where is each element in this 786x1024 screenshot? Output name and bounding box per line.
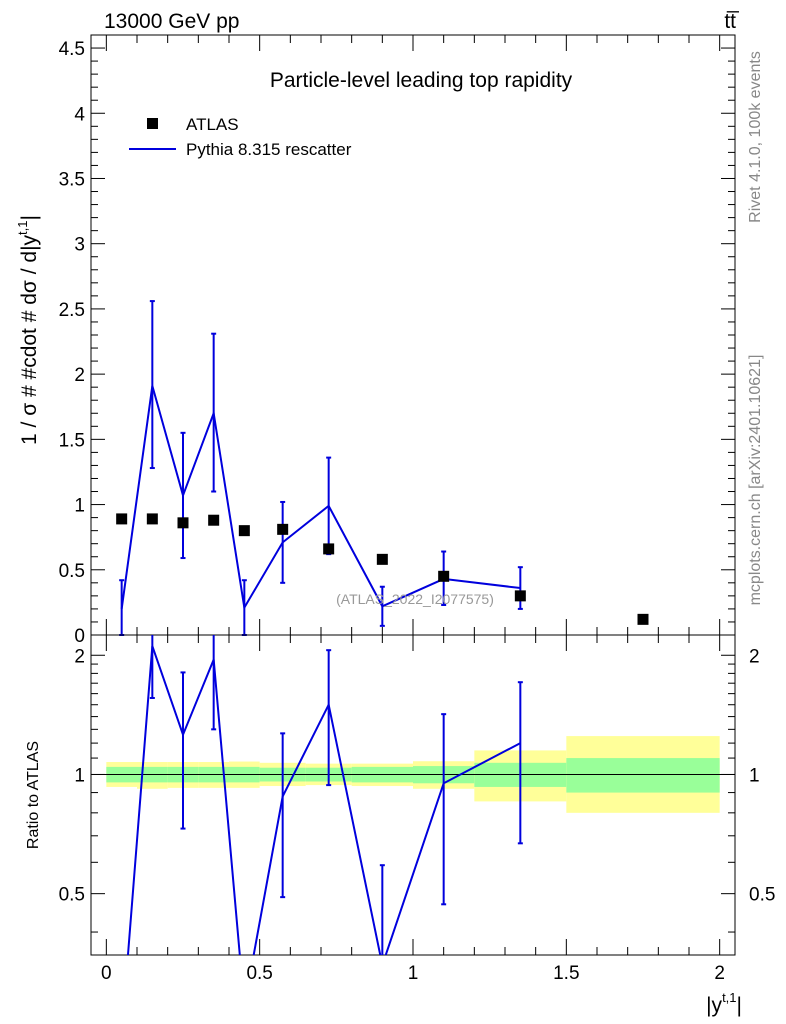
ratio-y-tick-label-right: 2 xyxy=(749,646,760,667)
main-y-label-sup: t,1 xyxy=(15,221,30,235)
svg-text:|yt,1|: |yt,1| xyxy=(706,990,742,1017)
x-label-sup: t,1 xyxy=(722,990,736,1005)
ratio-series-line xyxy=(126,645,521,955)
atlas-data-point xyxy=(238,525,250,537)
atlas-data-point xyxy=(177,517,189,529)
main-y-tick-label: 0.5 xyxy=(59,561,85,582)
ratio-y-tick-label-right: 1 xyxy=(749,765,760,786)
legend: ATLAS Pythia 8.315 rescatter xyxy=(129,115,352,159)
atlas-data-point xyxy=(146,513,158,525)
ratio-inner-band xyxy=(566,758,720,793)
ratio-y-tick-label-left: 0.5 xyxy=(59,885,85,906)
legend-atlas-marker xyxy=(147,118,158,129)
atlas-data-point xyxy=(208,514,220,526)
main-series-group xyxy=(116,300,649,636)
rivet-version-label: Rivet 4.1.0, 100k events xyxy=(747,51,764,223)
pythia-series-line xyxy=(120,385,521,611)
ratio-y-axis: 0.5 0.5 1 1 2 2 xyxy=(59,646,775,933)
mcplots-source-label: mcplots.cern.ch [arXiv:2401.10621] xyxy=(747,355,764,606)
ratio-series-clipped xyxy=(126,635,523,955)
ratio-x-tick-label: 0 xyxy=(101,963,112,984)
ratio-x-tick-label: 2 xyxy=(714,963,725,984)
ratio-y-axis-label: Ratio to ATLAS xyxy=(25,741,42,849)
main-y-tick-label: 1 xyxy=(74,496,85,517)
header-process-label: tt̅ xyxy=(724,10,740,33)
svg-text:1 / σ # #cdot # dσ / d|yt,1|: 1 / σ # #cdot # dσ / d|yt,1| xyxy=(15,215,41,445)
x-axis-label: |yt,1| xyxy=(706,990,742,1017)
ratio-series-group xyxy=(126,635,523,955)
ratio-x-tick-label: 0.5 xyxy=(246,963,272,984)
analysis-watermark: (ATLAS_2022_I2077575) xyxy=(336,591,494,607)
ratio-y-tick-label-left: 2 xyxy=(74,646,85,667)
main-y-tick-label: 2 xyxy=(74,365,85,386)
atlas-data-point xyxy=(637,613,649,625)
main-x-axis-ticks xyxy=(105,35,721,635)
main-y-axis-label: 1 / σ # #cdot # dσ / d|yt,1| xyxy=(15,215,41,445)
ratio-y-tick-label-right: 0.5 xyxy=(749,885,775,906)
main-y-tick-label: 3 xyxy=(74,235,85,256)
atlas-data-point xyxy=(376,553,388,565)
atlas-data-point xyxy=(514,590,526,602)
ratio-x-tick-label: 1.5 xyxy=(553,963,579,984)
main-plot-title: Particle-level leading top rapidity xyxy=(270,69,573,92)
main-y-label-text: 1 / σ # #cdot # dσ / d|y xyxy=(18,234,41,444)
legend-atlas-label: ATLAS xyxy=(186,115,239,134)
main-y-tick-label: 0 xyxy=(74,626,85,647)
atlas-data-point xyxy=(116,513,128,525)
x-label-text: |y xyxy=(706,994,722,1017)
ratio-x-axis: 0 0.5 1 1.5 2 xyxy=(101,635,725,984)
main-y-tick-label: 3.5 xyxy=(59,169,85,190)
legend-pythia-label: Pythia 8.315 rescatter xyxy=(186,140,352,159)
ratio-y-tick-label-left: 1 xyxy=(74,765,85,786)
header-energy-label: 13000 GeV pp xyxy=(104,10,239,33)
main-y-axis: 0 0.5 1 1.5 2 2.5 3 3.5 4 4.5 xyxy=(59,34,735,647)
main-y-tick-label: 4.5 xyxy=(59,39,85,60)
ratio-x-tick-label: 1 xyxy=(408,963,419,984)
atlas-data-point xyxy=(438,570,450,582)
main-y-tick-label: 4 xyxy=(74,104,85,125)
atlas-data-point xyxy=(277,523,289,535)
main-y-label-tail: | xyxy=(18,215,41,220)
main-y-tick-label: 1.5 xyxy=(59,430,85,451)
main-y-tick-label: 2.5 xyxy=(59,300,85,321)
x-label-tail: | xyxy=(737,994,742,1017)
atlas-data-point xyxy=(323,543,335,555)
